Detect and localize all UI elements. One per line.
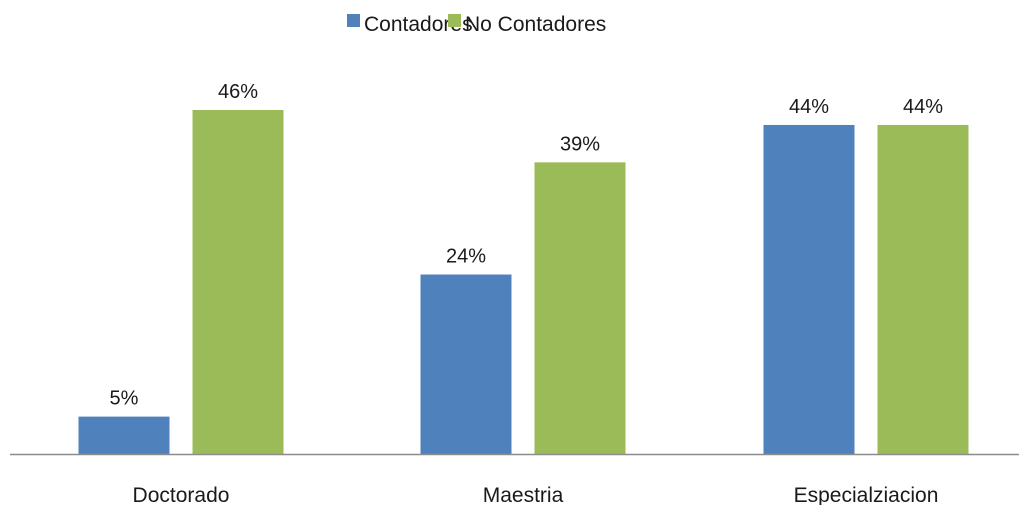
bar-1-0 <box>420 274 512 454</box>
bar-2-0 <box>763 124 855 455</box>
data-labels-group: 5% 46% 24% 39% 44% 44% <box>110 81 944 410</box>
data-label-2-0: 44% <box>789 96 829 118</box>
bar-1-1 <box>534 162 626 454</box>
legend-label-1: No Contadores <box>465 13 606 36</box>
bar-0-1 <box>192 110 284 454</box>
x-tick-labels-group: Doctorado Maestria Especialziacion <box>133 484 939 507</box>
x-tick-label-0: Doctorado <box>133 484 230 505</box>
x-tick-label-1: Maestria <box>483 484 564 505</box>
data-label-0-0: 5% <box>110 388 139 410</box>
bar-2-1 <box>877 124 969 455</box>
data-label-0-1: 46% <box>218 81 258 103</box>
x-tick-label-2: Especialziacion <box>794 484 939 505</box>
bar-0-0 <box>78 416 170 454</box>
legend-label-0: Contadores <box>364 13 473 36</box>
legend-swatch-1 <box>448 14 461 27</box>
bars-group <box>78 110 969 455</box>
legend-swatch-0 <box>347 14 360 27</box>
data-label-1-1: 39% <box>560 133 600 155</box>
data-label-1-0: 24% <box>446 246 486 268</box>
data-label-2-1: 44% <box>903 96 943 118</box>
